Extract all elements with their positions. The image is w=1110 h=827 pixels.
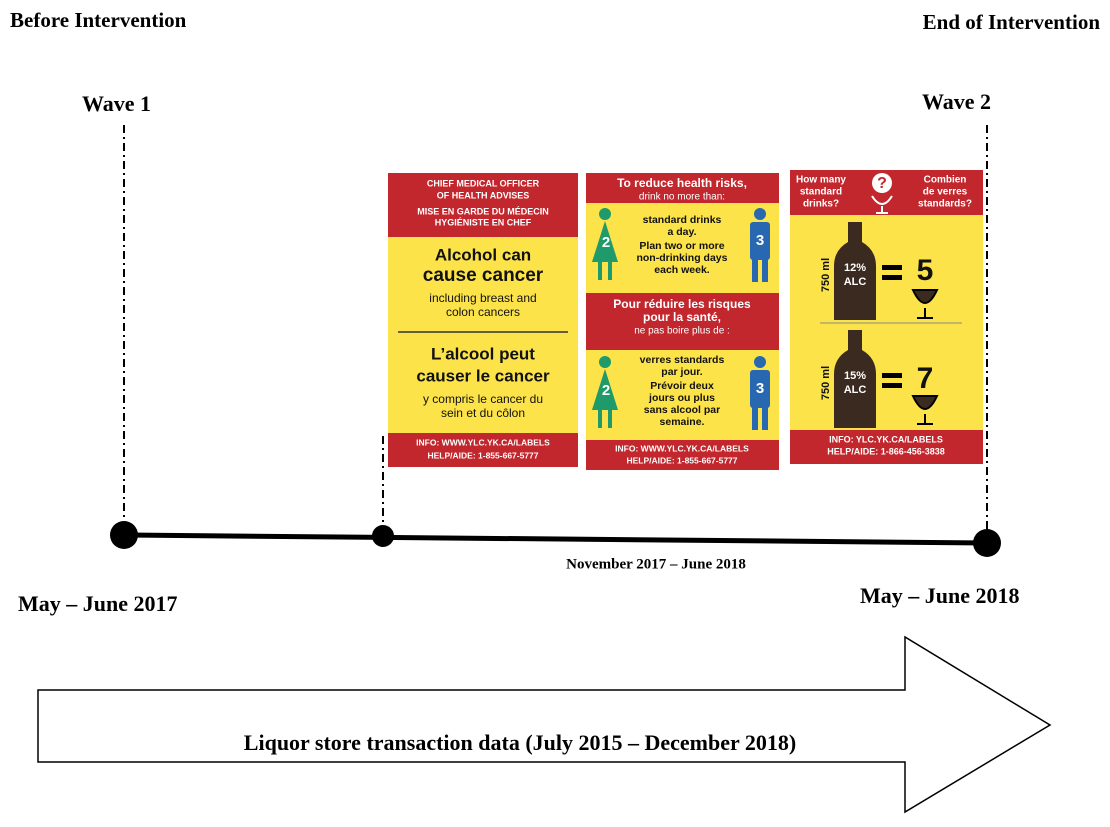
label-footer: HELP/AIDE: 1-866-456-3838 <box>827 446 945 456</box>
period-label: November 2017 – June 2018 <box>566 556 746 572</box>
women-limit: 2 <box>602 234 610 251</box>
label-text: verres standards <box>640 354 725 366</box>
label-header: pour la santé, <box>643 310 721 324</box>
label-header: de verres <box>923 187 968 198</box>
label-footer: INFO: YLC.YK.CA/LABELS <box>829 434 943 444</box>
label-detail: colon cancers <box>446 305 520 319</box>
label-footer: HELP/AIDE: 1-855-667-5777 <box>427 450 538 460</box>
drink-count: 7 <box>917 362 934 395</box>
label-text: par jour. <box>661 366 703 378</box>
timeline <box>124 535 987 543</box>
label-text: jours ou plus <box>648 392 715 404</box>
intervention-dot <box>372 525 394 547</box>
label-header: HYGIÉNISTE EN CHEF <box>435 217 532 227</box>
label-header: standard <box>800 187 842 198</box>
label-detail: sein et du côlon <box>441 406 525 420</box>
label-text: Plan two or more <box>639 240 724 252</box>
label-detail: y compris le cancer du <box>423 392 543 406</box>
label-detail: including breast and <box>429 291 536 305</box>
wave-date: May – June 2018 <box>860 583 1020 608</box>
label-footer: INFO: WWW.YLC.YK.CA/LABELS <box>416 437 550 447</box>
diagram: Before Intervention End of Intervention Wa… <box>0 0 1110 827</box>
label-text: semaine. <box>660 416 705 428</box>
label-text: standard drinks <box>643 214 722 226</box>
alc: ALC <box>844 384 867 396</box>
heading: End of Intervention <box>923 10 1101 34</box>
label-header: CHIEF MEDICAL OFFICER <box>427 178 540 188</box>
wave-label: Wave 2 <box>922 89 991 114</box>
men-limit: 3 <box>756 232 764 249</box>
equals <box>882 383 902 388</box>
label-text: Prévoir deux <box>650 380 714 392</box>
wave-1-dot <box>110 521 138 549</box>
equals <box>882 265 902 270</box>
label-text: sans alcool par <box>644 404 720 416</box>
label-header: Combien <box>924 175 967 186</box>
equals <box>882 373 902 378</box>
question-mark: ? <box>877 175 887 192</box>
label-header: Pour réduire les risques <box>613 297 751 311</box>
label-text: non-drinking days <box>636 252 727 264</box>
label-title: Alcohol can <box>435 245 531 264</box>
label-header: drinks? <box>803 199 839 210</box>
alc: 15% <box>844 370 866 382</box>
label-text: each week. <box>654 264 710 276</box>
label-footer: HELP/AIDE: 1-855-667-5777 <box>626 455 737 465</box>
alc: ALC <box>844 276 867 288</box>
drink-count: 5 <box>917 254 934 287</box>
wave-2-dot <box>973 529 1001 557</box>
alc: 12% <box>844 262 866 274</box>
label-title: L’alcool peut <box>431 344 535 363</box>
label-header: MISE EN GARDE DU MÉDECIN <box>417 206 549 216</box>
wave-date: May – June 2017 <box>18 591 178 616</box>
arrow-label: Liquor store transaction data (July 2015… <box>244 730 796 755</box>
volume: 750 ml <box>820 366 832 400</box>
heading: Before Intervention <box>10 8 187 32</box>
women-limit: 2 <box>602 382 610 399</box>
label-3 <box>790 170 983 464</box>
label-footer: INFO: WWW.YLC.YK.CA/LABELS <box>615 443 749 453</box>
label-header: ne pas boire plus de : <box>634 326 730 337</box>
volume: 750 ml <box>820 258 832 292</box>
label-title: cause cancer <box>423 265 544 286</box>
label-text: a day. <box>668 226 697 238</box>
label-header: OF HEALTH ADVISES <box>437 190 530 200</box>
wave-label: Wave 1 <box>82 91 151 116</box>
equals <box>882 275 902 280</box>
page: Before Intervention End of Intervention Wa… <box>0 0 1110 827</box>
label-header: drink no more than: <box>639 192 725 203</box>
label-header: To reduce health risks, <box>617 176 747 190</box>
men-limit: 3 <box>756 380 764 397</box>
label-header: standards? <box>918 199 972 210</box>
label-header: How many <box>796 175 846 186</box>
label-title: causer le cancer <box>416 366 550 385</box>
data-arrow <box>38 637 1050 812</box>
